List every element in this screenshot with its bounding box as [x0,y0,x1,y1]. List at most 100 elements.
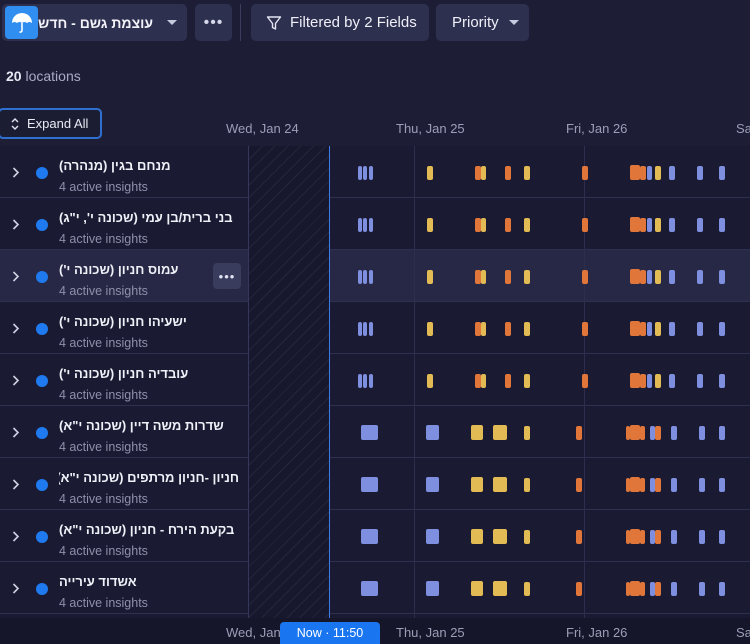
insight-marker[interactable] [647,322,652,336]
insight-marker[interactable] [493,425,507,440]
insight-marker[interactable] [582,322,588,336]
insight-marker[interactable] [576,426,582,440]
insight-marker[interactable] [655,322,661,336]
insight-marker[interactable] [669,374,675,388]
insight-marker[interactable] [640,582,645,596]
insight-marker[interactable] [697,322,703,336]
insight-marker[interactable] [699,426,705,440]
insight-marker[interactable] [582,166,588,180]
insight-marker[interactable] [369,322,373,336]
insight-marker[interactable] [630,165,640,180]
insight-marker[interactable] [647,218,652,232]
insight-marker[interactable] [524,218,530,232]
insight-marker[interactable] [481,322,486,336]
insight-marker[interactable] [361,529,378,544]
insight-marker[interactable] [358,322,362,336]
insight-marker[interactable] [524,166,530,180]
insight-marker[interactable] [369,218,373,232]
insight-marker[interactable] [358,270,362,284]
insight-marker[interactable] [505,322,511,336]
insight-marker[interactable] [524,426,530,440]
insight-marker[interactable] [481,374,486,388]
insight-marker[interactable] [671,530,677,544]
insight-marker[interactable] [647,270,652,284]
insight-marker[interactable] [361,581,378,596]
insight-marker[interactable] [719,218,725,232]
insight-marker[interactable] [576,478,582,492]
insight-marker[interactable] [369,166,373,180]
insight-marker[interactable] [427,166,433,180]
insight-marker[interactable] [475,218,481,232]
insight-marker[interactable] [363,322,367,336]
insight-marker[interactable] [640,270,646,284]
insight-marker[interactable] [493,581,507,596]
insight-marker[interactable] [475,374,481,388]
insight-marker[interactable] [630,269,640,284]
insight-marker[interactable] [671,426,677,440]
insight-marker[interactable] [471,529,483,544]
location-row[interactable]: עובדיה חניון (שכונה י') 4 active insight… [0,354,750,406]
insight-marker[interactable] [669,270,675,284]
insight-marker[interactable] [640,478,645,492]
location-row[interactable]: אשדוד עירייה 4 active insights [0,562,750,614]
insight-marker[interactable] [655,582,661,596]
insight-marker[interactable] [505,374,511,388]
location-row[interactable]: מנחם בגין (מנהרה) 4 active insights [0,146,750,198]
insight-marker[interactable] [671,582,677,596]
insight-marker[interactable] [719,582,725,596]
insight-marker[interactable] [719,166,725,180]
insight-marker[interactable] [640,530,645,544]
insight-marker[interactable] [493,477,507,492]
insight-marker[interactable] [697,218,703,232]
insight-marker[interactable] [647,374,652,388]
location-row[interactable]: בקעת הירח - חניון (שכונה י"א) 4 active i… [0,510,750,562]
location-row[interactable]: ישעיהו חניון (שכונה י') 4 active insight… [0,302,750,354]
chevron-right-icon[interactable] [12,531,20,542]
insight-marker[interactable] [426,529,439,544]
insight-marker[interactable] [358,166,362,180]
insight-marker[interactable] [524,322,530,336]
insight-marker[interactable] [630,581,640,596]
insight-marker[interactable] [655,530,661,544]
insight-marker[interactable] [426,477,439,492]
row-more-button[interactable]: ••• [213,263,241,289]
insight-marker[interactable] [363,166,367,180]
insight-marker[interactable] [426,581,439,596]
insight-marker[interactable] [630,529,640,544]
insight-marker[interactable] [475,322,481,336]
insight-marker[interactable] [719,374,725,388]
insight-marker[interactable] [719,530,725,544]
insight-marker[interactable] [481,166,486,180]
insight-marker[interactable] [630,217,640,232]
insight-marker[interactable] [426,425,439,440]
insight-marker[interactable] [524,530,530,544]
location-row[interactable]: שדרות משה דיין (שכונה י"א) 4 active insi… [0,406,750,458]
insight-marker[interactable] [363,218,367,232]
insight-marker[interactable] [505,218,511,232]
insight-marker[interactable] [699,582,705,596]
insight-marker[interactable] [524,374,530,388]
insight-marker[interactable] [699,530,705,544]
chevron-right-icon[interactable] [12,479,20,490]
insight-marker[interactable] [655,426,661,440]
insight-marker[interactable] [640,374,646,388]
insight-marker[interactable] [669,218,675,232]
insight-marker[interactable] [655,218,661,232]
insight-marker[interactable] [671,478,677,492]
insight-marker[interactable] [524,582,530,596]
insight-marker[interactable] [655,478,661,492]
insight-marker[interactable] [524,270,530,284]
insight-marker[interactable] [630,321,640,336]
location-row[interactable]: עמוס חניון (שכונה י') 4 active insights … [0,250,750,302]
chevron-right-icon[interactable] [12,219,20,230]
insight-marker[interactable] [640,166,646,180]
insight-marker[interactable] [630,425,640,440]
insight-marker[interactable] [630,477,640,492]
insight-marker[interactable] [630,373,640,388]
insight-marker[interactable] [358,218,362,232]
insight-marker[interactable] [505,166,511,180]
insight-marker[interactable] [626,582,630,596]
insight-marker[interactable] [719,270,725,284]
insight-marker[interactable] [427,270,433,284]
insight-marker[interactable] [471,425,483,440]
